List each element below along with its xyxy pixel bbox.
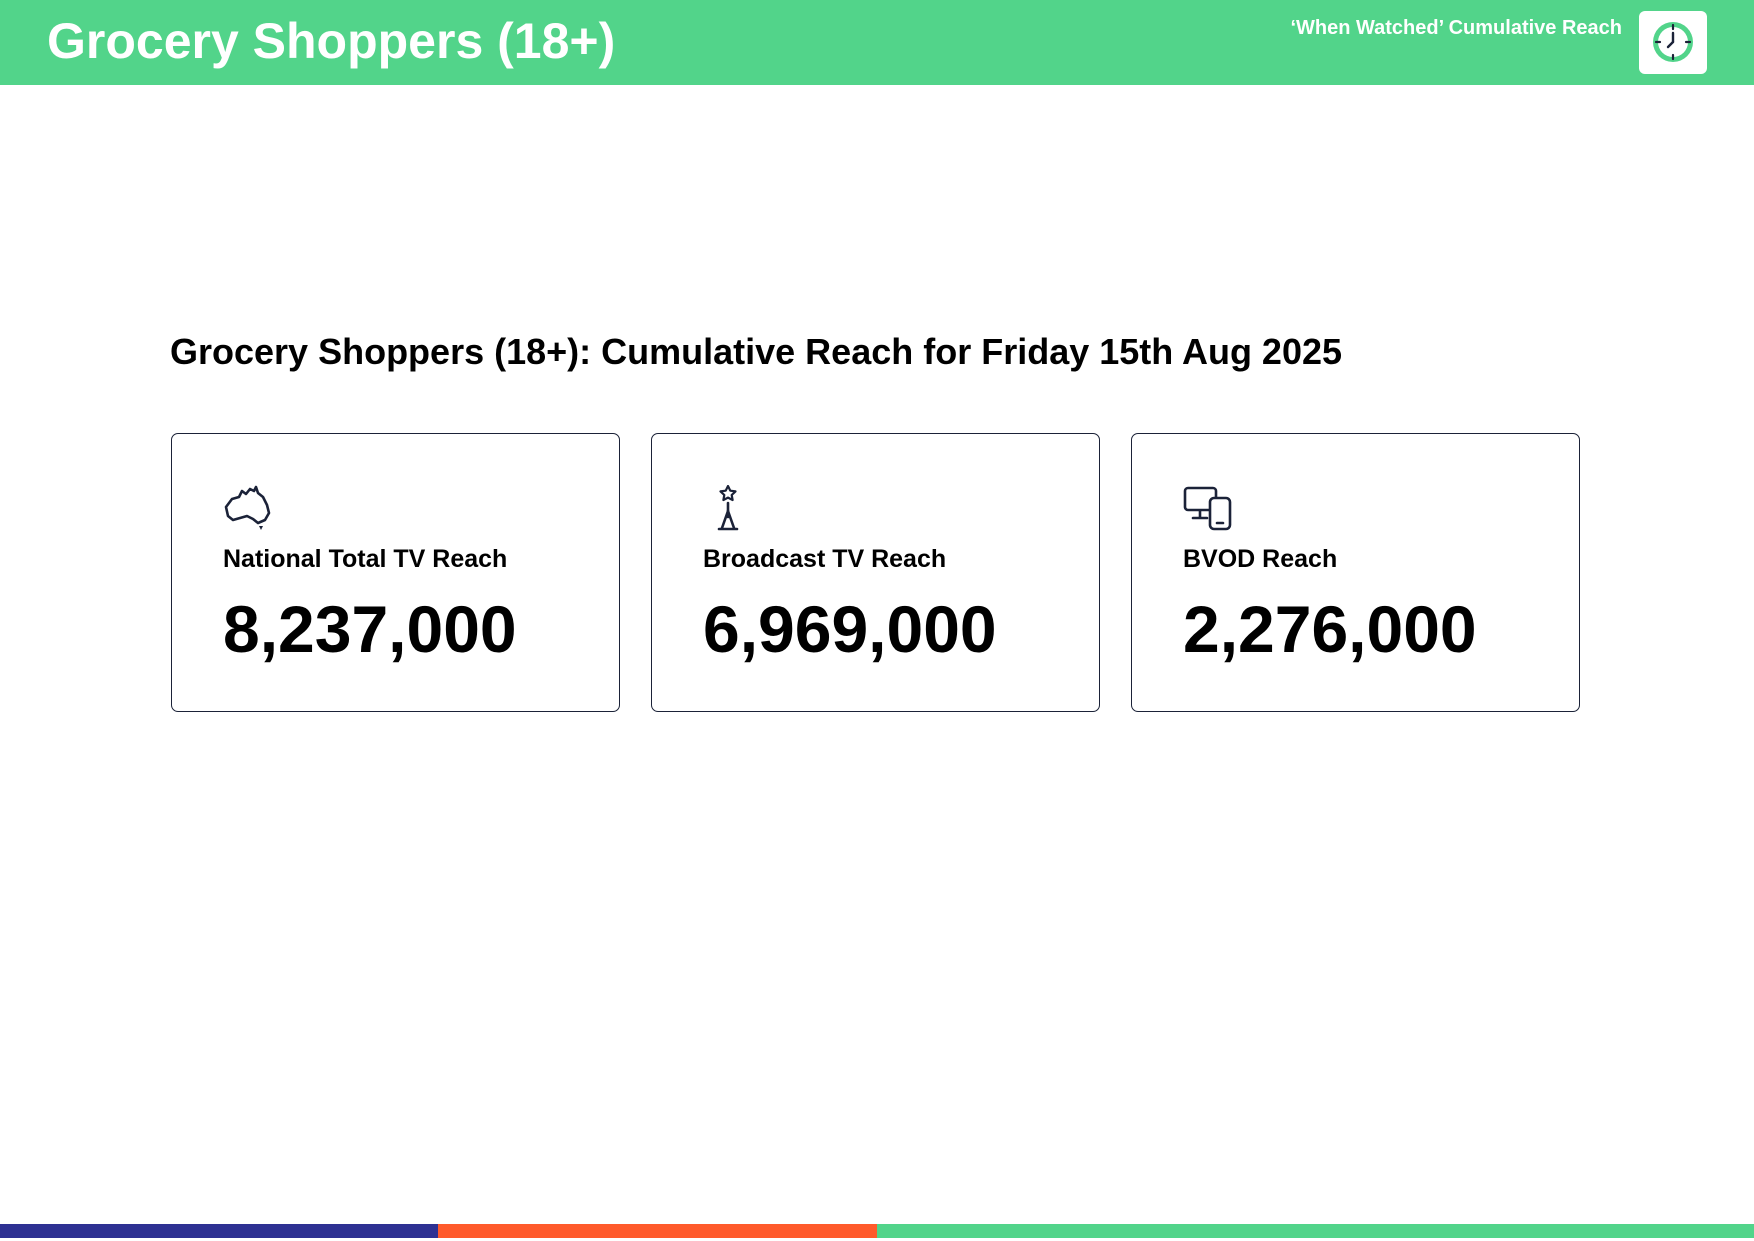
footer-segment <box>438 1224 877 1238</box>
section-title: Grocery Shoppers (18+): Cumulative Reach… <box>170 331 1343 372</box>
card-label: Broadcast TV Reach <box>703 545 947 573</box>
reach-card-broadcast-tv: Broadcast TV Reach 6,969,000 <box>651 433 1100 712</box>
australia-map-icon <box>224 485 271 530</box>
report-type-label: ‘When Watched’ Cumulative Reach <box>1290 17 1622 39</box>
card-value: 2,276,000 <box>1183 592 1477 666</box>
footer-color-bar <box>0 1224 1754 1238</box>
card-value: 8,237,000 <box>223 592 517 666</box>
card-value: 6,969,000 <box>703 592 997 666</box>
broadcast-tower-icon <box>717 485 739 531</box>
header-bar: Grocery Shoppers (18+) ‘When Watched’ Cu… <box>0 0 1754 85</box>
reach-card-bvod: BVOD Reach 2,276,000 <box>1131 433 1580 712</box>
reach-card-national-total-tv: National Total TV Reach 8,237,000 <box>171 433 620 712</box>
page-title: Grocery Shoppers (18+) <box>47 13 616 69</box>
clock-badge <box>1639 11 1707 74</box>
devices-icon <box>1183 486 1232 531</box>
footer-segment <box>877 1224 1754 1238</box>
card-label: BVOD Reach <box>1183 545 1338 573</box>
footer-segment <box>0 1224 438 1238</box>
clock-icon <box>1653 22 1693 62</box>
card-label: National Total TV Reach <box>223 545 508 573</box>
